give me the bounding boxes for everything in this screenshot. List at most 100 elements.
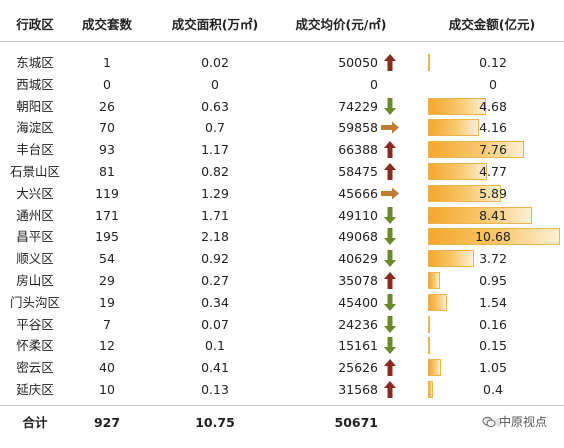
- table-row: 密云区 40 0.41 25626 1.05: [0, 357, 564, 378]
- deal-area: 2.18: [201, 229, 229, 245]
- district-name: 密云区: [16, 360, 54, 376]
- deal-count: 40: [99, 360, 115, 376]
- arrow-down-icon: [384, 250, 396, 268]
- wechat-icon: [482, 416, 496, 427]
- deal-count: 54: [99, 251, 115, 267]
- total-divider: [0, 405, 564, 406]
- deal-area: 0.63: [201, 98, 229, 114]
- deal-amount: 8.41: [479, 207, 507, 223]
- deal-amount: 0.12: [479, 55, 507, 70]
- total-label: 合计: [22, 415, 48, 430]
- deal-amount: 10.68: [475, 229, 511, 245]
- arrow-right-icon: [381, 187, 399, 200]
- arrow-up-icon: [384, 163, 396, 180]
- deal-area: 0.13: [201, 382, 229, 397]
- arrow-down-icon: [384, 97, 396, 115]
- amount-bar: [428, 337, 430, 355]
- table-row: 房山区 29 0.27 35078 0.95: [0, 270, 564, 291]
- table-row: 平谷区 7 0.07 24236 0.16: [0, 314, 564, 335]
- deal-count: 26: [99, 98, 115, 114]
- deal-count: 7: [103, 316, 111, 332]
- deal-area: 1.29: [201, 185, 229, 201]
- deal-area: 0.41: [201, 360, 229, 376]
- avg-price: 74229: [338, 98, 378, 114]
- header-divider: [0, 41, 564, 42]
- amount-bar: [428, 206, 532, 224]
- avg-price: 24236: [338, 316, 378, 332]
- deal-area: 0.34: [201, 294, 229, 310]
- table-row: 延庆区 10 0.13 31568 0.4: [0, 379, 564, 400]
- amount-bar: [428, 250, 474, 268]
- district-name: 石景山区: [9, 164, 61, 179]
- table-row: 东城区 1 0.02 50050 0.12: [0, 52, 564, 73]
- avg-price: 45400: [338, 294, 378, 310]
- district-name: 东城区: [16, 55, 54, 70]
- total-price: 50671: [334, 415, 379, 430]
- header-area: 成交面积(万㎡): [171, 17, 259, 32]
- deal-count: 19: [99, 294, 115, 310]
- deal-count: 195: [95, 229, 119, 245]
- avg-price: 49110: [338, 207, 378, 223]
- avg-price: 31568: [338, 382, 378, 397]
- avg-price: 35078: [338, 273, 378, 288]
- arrow-down-icon: [384, 293, 396, 311]
- amount-bar: [428, 184, 501, 202]
- avg-price: 0: [370, 76, 378, 92]
- arrow-right-icon: [381, 121, 399, 134]
- district-name: 房山区: [16, 273, 54, 288]
- amount-bar: [428, 315, 430, 333]
- deal-amount: 4.68: [479, 98, 507, 114]
- arrow-down-icon: [384, 228, 396, 246]
- avg-price: 66388: [338, 142, 378, 158]
- deal-count: 171: [95, 207, 119, 223]
- watermark: 中原视点: [480, 412, 551, 431]
- avg-price: 59858: [338, 120, 378, 136]
- district-name: 怀柔区: [16, 338, 54, 354]
- deal-amount: 1.05: [479, 360, 507, 376]
- district-name: 西城区: [16, 76, 54, 92]
- deal-area: 1.71: [201, 207, 229, 223]
- amount-bar: [428, 119, 480, 137]
- district-name: 丰台区: [16, 142, 54, 158]
- header-price: 成交均价(元/㎡): [295, 17, 387, 32]
- deal-amount: 4.16: [479, 120, 507, 136]
- deal-amount: 1.54: [479, 294, 507, 310]
- deal-amount: 3.72: [479, 251, 507, 267]
- deal-amount: 0.4: [483, 382, 503, 397]
- deal-count: 70: [99, 120, 115, 136]
- deal-amount: 0.16: [479, 316, 507, 332]
- arrow-up-icon: [384, 141, 396, 159]
- avg-price: 45666: [338, 185, 378, 201]
- header-amount: 成交金额(亿元): [448, 17, 536, 32]
- table-row: 门头沟区 19 0.34 45400 1.54: [0, 292, 564, 313]
- deal-count: 81: [99, 164, 115, 179]
- table-row: 海淀区 70 0.7 59858 4.16: [0, 117, 564, 138]
- table-row: 丰台区 93 1.17 66388 7.76: [0, 139, 564, 160]
- district-name: 朝阳区: [16, 98, 54, 114]
- avg-price: 15161: [338, 338, 378, 354]
- amount-bar: [428, 381, 433, 398]
- deal-area: 0.02: [201, 55, 229, 70]
- table-row: 昌平区 195 2.18 49068 10.68: [0, 226, 564, 247]
- avg-price: 50050: [338, 55, 378, 70]
- deal-count: 12: [99, 338, 115, 354]
- district-name: 海淀区: [16, 120, 54, 136]
- district-name: 大兴区: [16, 185, 54, 201]
- total-count: 927: [93, 415, 121, 430]
- deal-area: 0.92: [201, 251, 229, 267]
- deal-amount: 0.15: [479, 338, 507, 354]
- amount-bar: [428, 293, 448, 311]
- arrow-down-icon: [384, 206, 396, 224]
- district-name: 门头沟区: [9, 294, 61, 310]
- district-name: 昌平区: [16, 229, 54, 245]
- deal-area: 0.7: [205, 120, 225, 136]
- deal-count: 93: [99, 142, 115, 158]
- table-row: 通州区 171 1.71 49110 8.41: [0, 205, 564, 226]
- district-name: 平谷区: [16, 316, 54, 332]
- deal-amount: 0.95: [479, 273, 507, 288]
- deal-area: 0.1: [205, 338, 225, 354]
- district-name: 延庆区: [16, 382, 54, 397]
- table-row: 顺义区 54 0.92 40629 3.72: [0, 248, 564, 269]
- deal-count: 29: [99, 273, 115, 288]
- avg-price: 58475: [338, 164, 378, 179]
